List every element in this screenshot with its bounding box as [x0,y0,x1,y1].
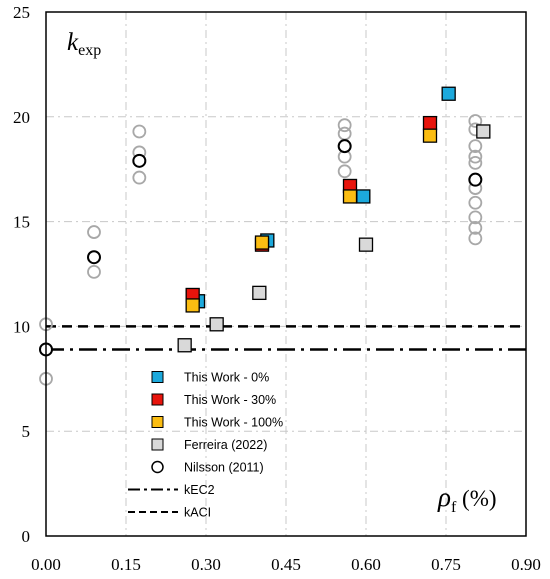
point-this-work-100- [254,235,270,250]
reference-lines [46,325,526,351]
point-ferreira-2022- [358,237,374,252]
nilsson-point [468,149,483,164]
legend-item: Nilsson (2011) [151,460,264,475]
legend-label: This Work - 30% [184,393,276,407]
legend-swatch [151,438,164,451]
nilsson-point [468,220,483,235]
y-tick-label: 10 [13,317,30,336]
nilsson-point [468,139,483,154]
legend-label: This Work - 100% [184,416,283,430]
legend-item: This Work - 100% [151,416,283,430]
legend-item: This Work - 0% [151,371,269,385]
point-this-work-100- [342,189,358,204]
nilsson-point [87,250,101,265]
x-axis-subscript: f [451,499,457,516]
legend-swatch [151,460,164,474]
legend-swatch [151,371,164,383]
nilsson-point [337,118,352,133]
legend-swatch [151,416,164,428]
nilsson-point [337,164,352,179]
point-ferreira-2022- [252,285,267,301]
y-axis-tick-labels: 0 5 10 15 20 25 [13,3,30,546]
y-tick-label: 20 [13,108,30,127]
plot-frame [45,11,527,537]
legend-item: Ferreira (2022) [151,438,267,452]
x-tick-label: 0.60 [351,555,381,574]
point-ferreira-2022- [177,338,192,353]
x-tick-label: 0.00 [31,555,61,574]
x-tick-label: 0.15 [111,555,141,574]
legend-item: This Work - 30% [151,393,276,407]
legend-item: kEC2 [128,483,215,497]
y-tick-label: 25 [13,3,30,22]
y-axis-title: kexp [67,29,101,59]
legend-item: kACI [128,506,211,520]
point-this-work-0- [356,189,371,204]
x-tick-label: 0.30 [191,555,221,574]
data-points [39,86,491,386]
legend-label: Ferreira (2022) [184,438,267,452]
nilsson-point [468,231,483,246]
y-tick-label: 5 [22,422,31,441]
point-this-work-100- [185,298,200,313]
point-this-work-100- [422,128,438,143]
x-axis-tick-labels: 0.00 0.15 0.30 0.45 0.60 0.75 0.90 [31,555,541,574]
legend: This Work - 0% This Work - 30% This Work -… [128,371,283,520]
nilsson-point [468,114,483,128]
legend-label: kEC2 [184,483,215,497]
point-this-work-30- [422,115,438,131]
y-axis-symbol: k [67,29,79,56]
nilsson-point [132,170,147,185]
nilsson-point [468,156,483,170]
nilsson-point [468,210,483,225]
nilsson-point [132,153,147,168]
legend-label: This Work - 0% [184,371,269,385]
x-tick-label: 0.90 [511,555,541,574]
point-ferreira-2022- [476,124,491,139]
y-axis-subscript: exp [78,42,101,59]
x-tick-label: 0.75 [431,555,461,574]
x-axis-unit: (%) [456,486,496,511]
y-tick-label: 15 [13,213,30,232]
x-axis-title: ρf (%) [437,482,497,516]
nilsson-point [468,195,483,210]
point-this-work-0- [441,86,456,101]
legend-swatch [151,393,164,406]
nilsson-point [337,126,352,141]
point-ferreira-2022- [209,317,224,332]
legend-label: kACI [184,506,211,520]
nilsson-point [468,172,483,187]
nilsson-point [87,265,101,279]
nilsson-point [87,225,101,239]
nilsson-point [132,124,147,139]
nilsson-point [337,139,352,154]
y-tick-label: 0 [22,527,31,546]
x-axis-symbol: ρ [437,482,451,512]
legend-label: Nilsson (2011) [184,461,264,475]
x-tick-label: 0.45 [271,555,301,574]
